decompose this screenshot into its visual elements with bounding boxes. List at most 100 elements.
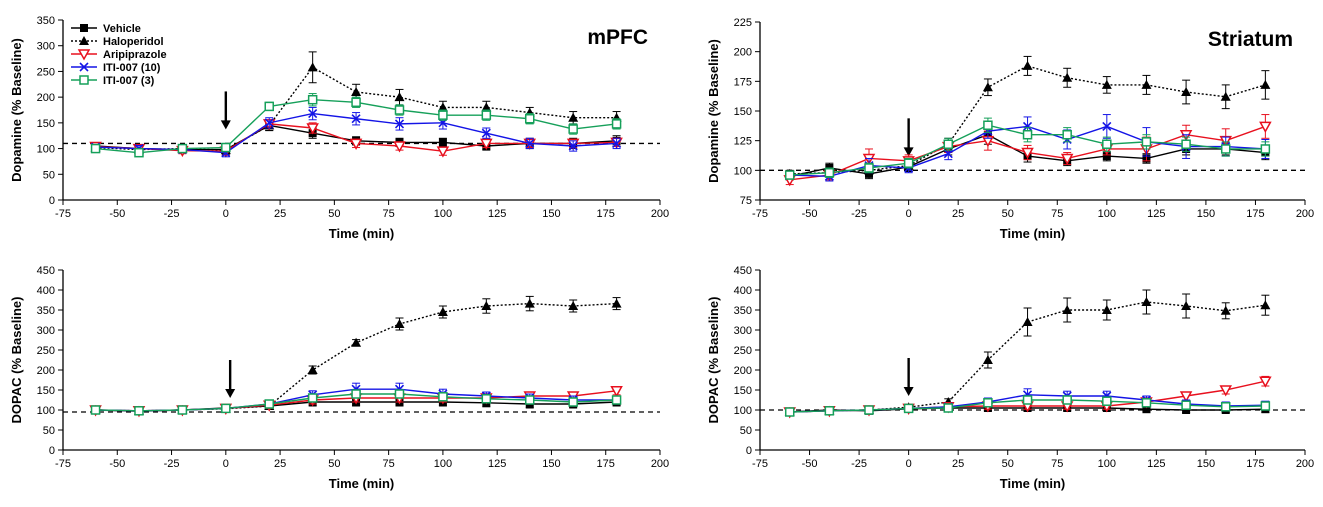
- x-tick-label: 0: [223, 208, 229, 220]
- data-point: [982, 82, 993, 92]
- data-point: [864, 163, 874, 173]
- data-point: [394, 92, 405, 102]
- data-point: [784, 170, 795, 180]
- y-tick-label: 50: [740, 425, 752, 437]
- x-tick-label: 50: [1002, 208, 1014, 220]
- x-tick-label: 25: [274, 208, 286, 220]
- data-point: [1022, 60, 1033, 70]
- y-tick-label: 100: [734, 405, 752, 417]
- x-tick-label: 175: [597, 208, 615, 220]
- data-point: [611, 298, 622, 308]
- y-tick-label: 0: [49, 195, 55, 207]
- x-axis-label: Time (min): [329, 476, 395, 491]
- x-tick-label: -25: [164, 458, 180, 470]
- x-tick-label: 150: [1197, 458, 1215, 470]
- data-point: [394, 105, 405, 115]
- data-point: [1101, 79, 1112, 89]
- x-tick-label: 150: [1197, 208, 1215, 220]
- x-tick-label: 100: [434, 208, 452, 220]
- data-point: [611, 119, 622, 129]
- injection-arrow-icon: [225, 360, 236, 398]
- data-point: [221, 142, 231, 153]
- data-point: [436, 146, 450, 158]
- data-point: [438, 138, 447, 147]
- data-point: [1062, 129, 1072, 140]
- data-point: [525, 138, 535, 148]
- data-point: [1220, 144, 1231, 154]
- x-tick-label: 50: [1002, 458, 1014, 470]
- data-point: [307, 94, 318, 105]
- series-iti-007-3-: [90, 93, 622, 158]
- data-point: [351, 114, 361, 124]
- data-point: [1022, 317, 1033, 326]
- data-point: [943, 403, 954, 413]
- y-tick-label: 0: [49, 445, 55, 457]
- legend-label: Aripiprazole: [103, 49, 167, 61]
- y-tick-label: 350: [37, 15, 55, 27]
- data-point: [568, 301, 579, 310]
- data-point: [394, 119, 405, 129]
- data-point: [1259, 121, 1272, 133]
- data-point: [1260, 79, 1271, 89]
- data-point: [393, 141, 406, 153]
- data-point: [481, 301, 492, 310]
- data-point: [264, 101, 274, 112]
- legend-item: Vehicle: [71, 23, 141, 35]
- data-point: [1181, 139, 1191, 149]
- data-point: [864, 405, 874, 415]
- series-iti-007-3-: [784, 395, 1271, 417]
- series-iti-007-3-: [90, 389, 622, 416]
- x-tick-label: 175: [1246, 458, 1264, 470]
- data-point: [351, 97, 361, 108]
- data-point: [1022, 129, 1033, 140]
- y-tick-label: 350: [37, 305, 55, 317]
- y-axis-label: DOPAC (% Baseline): [9, 297, 24, 424]
- chart-panel-4: 0 50 100 150 200 250 300 350 400 450 -75 -50 -25 0 25 5…: [706, 265, 1314, 491]
- data-point: [481, 128, 491, 138]
- panel-title: mPFC: [587, 26, 648, 49]
- data-point: [1181, 400, 1191, 410]
- panel-title: Striatum: [1208, 28, 1293, 51]
- data-point: [1141, 297, 1152, 306]
- x-tick-label: -25: [164, 208, 180, 220]
- y-tick-label: 150: [734, 106, 752, 118]
- data-point: [1259, 376, 1272, 388]
- data-point: [568, 124, 578, 134]
- y-tick-label: 75: [740, 195, 752, 207]
- y-tick-label: 250: [734, 345, 752, 357]
- data-point: [611, 395, 622, 405]
- data-point: [1102, 121, 1112, 131]
- data-point: [1022, 121, 1033, 131]
- data-point: [1101, 305, 1112, 314]
- x-tick-label: 0: [906, 458, 912, 470]
- data-point: [568, 112, 579, 122]
- data-point: [177, 405, 188, 415]
- data-point: [437, 307, 448, 316]
- y-tick-label: 400: [734, 285, 752, 297]
- x-axis-label: Time (min): [1000, 226, 1066, 241]
- legend-marker: [79, 75, 89, 85]
- x-tick-label: 75: [383, 458, 395, 470]
- x-tick-label: 25: [952, 208, 964, 220]
- y-tick-label: 400: [37, 285, 55, 297]
- x-tick-label: 125: [488, 458, 506, 470]
- x-tick-label: 100: [1098, 208, 1116, 220]
- data-point: [1220, 91, 1231, 101]
- y-tick-label: 50: [43, 169, 55, 181]
- chart-panel-3: 0 50 100 150 200 250 300 350 400 450 -75 -50 -25 0 25 5…: [9, 265, 669, 491]
- data-point: [351, 87, 362, 96]
- x-axis-label: Time (min): [1000, 476, 1066, 491]
- data-point: [524, 298, 535, 308]
- data-point: [1220, 402, 1231, 412]
- data-point: [394, 319, 405, 328]
- x-tick-label: 25: [274, 458, 286, 470]
- x-axis-label: Time (min): [329, 226, 395, 241]
- x-tick-label: -50: [802, 208, 818, 220]
- x-tick-label: -75: [55, 458, 71, 470]
- data-point: [1102, 139, 1112, 149]
- data-point: [1102, 396, 1112, 406]
- legend-label: ITI-007 (10): [103, 62, 161, 74]
- data-point: [568, 397, 578, 407]
- data-point: [1062, 72, 1073, 82]
- x-tick-label: 50: [328, 458, 340, 470]
